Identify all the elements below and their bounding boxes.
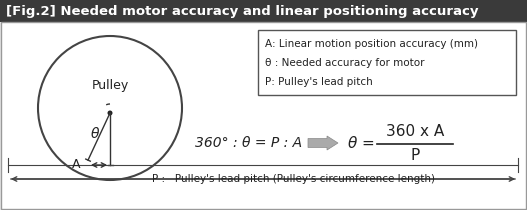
Text: θ : Needed accuracy for motor: θ : Needed accuracy for motor xyxy=(265,58,425,68)
Circle shape xyxy=(108,110,112,116)
Text: P: Pulley's lead pitch: P: Pulley's lead pitch xyxy=(265,77,373,87)
Bar xyxy=(1,22,526,209)
Text: $\theta$ =: $\theta$ = xyxy=(347,135,374,151)
Text: 360° : θ = P : A: 360° : θ = P : A xyxy=(195,136,302,150)
Text: P: P xyxy=(411,147,419,163)
Bar xyxy=(0,0,527,22)
FancyArrow shape xyxy=(308,136,338,150)
Text: Pulley: Pulley xyxy=(91,80,129,92)
Bar xyxy=(258,30,516,95)
Text: P :   Pulley's lead pitch (Pulley's circumference length): P : Pulley's lead pitch (Pulley's circum… xyxy=(151,174,434,184)
Text: A: A xyxy=(72,159,80,172)
Text: 360 x A: 360 x A xyxy=(386,125,444,139)
Text: A: Linear motion position accuracy (mm): A: Linear motion position accuracy (mm) xyxy=(265,39,478,49)
Text: $\theta$: $\theta$ xyxy=(90,126,100,140)
Text: [Fig.2] Needed motor accuracy and linear positioning accuracy: [Fig.2] Needed motor accuracy and linear… xyxy=(6,4,479,17)
